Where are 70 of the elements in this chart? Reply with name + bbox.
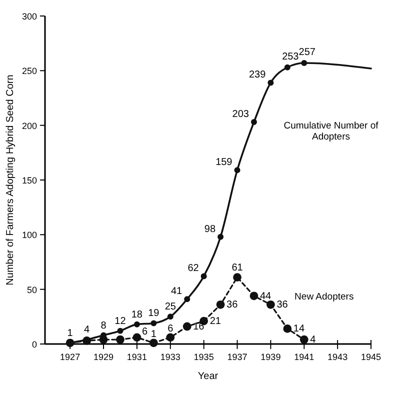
data-label: 62	[188, 263, 200, 274]
text: Cumulative Number of Adopters	[284, 120, 379, 142]
x-tick-label: 1945	[360, 352, 382, 362]
data-label: 18	[131, 309, 143, 320]
x-axis-title: Year	[198, 371, 219, 382]
data-label: 19	[148, 308, 160, 320]
point	[268, 80, 274, 86]
y-tick-label: 250	[22, 66, 37, 76]
data-label: 239	[249, 70, 266, 81]
data-label: 25	[164, 302, 176, 313]
data-label: 36	[276, 300, 288, 311]
data-label: 98	[204, 224, 216, 235]
point	[250, 119, 257, 126]
x-tick-label: 1937	[227, 352, 248, 362]
data-label: 6	[142, 326, 148, 338]
x-tick-label: 1933	[160, 352, 180, 362]
point	[283, 324, 292, 333]
point	[300, 335, 308, 344]
x-tick-label: 1941	[294, 352, 314, 362]
point	[200, 273, 207, 280]
data-label: 1	[67, 328, 74, 339]
data-label: 159	[216, 157, 233, 168]
x-tick-label: 1935	[194, 352, 214, 362]
point	[218, 234, 224, 240]
x-tick-label: 1929	[93, 352, 114, 362]
data-label: 36	[226, 300, 238, 311]
data-label: 14	[293, 324, 305, 335]
y-tick-label: 100	[22, 230, 37, 240]
data-label: 4	[310, 334, 316, 346]
point	[234, 167, 240, 174]
data-label: 257	[298, 47, 316, 58]
point	[150, 320, 157, 326]
point	[182, 322, 192, 331]
point	[250, 292, 258, 300]
x-tick-label: 1943	[328, 352, 348, 362]
data-label: 44	[260, 290, 272, 302]
y-axis-title: Number of Farmers Adopting Hybrid Seed Corn	[5, 74, 16, 286]
x-tick-label: 1927	[60, 352, 80, 362]
data-label: 61	[232, 262, 244, 274]
point	[233, 273, 242, 282]
point	[284, 64, 290, 70]
data-label: 41	[170, 286, 183, 298]
text: New Adopters	[294, 292, 354, 303]
point	[134, 321, 140, 328]
point	[166, 333, 175, 342]
point	[117, 328, 124, 334]
x-tick-label: 1931	[126, 352, 147, 362]
data-label: 16	[193, 322, 205, 333]
point	[266, 300, 275, 309]
point	[167, 314, 174, 320]
y-tick-label: 200	[22, 120, 37, 131]
data-label: 6	[168, 323, 174, 334]
data-label: 1	[150, 328, 157, 340]
y-tick-label: 50	[26, 284, 37, 295]
point	[149, 338, 158, 348]
data-label: 12	[114, 316, 126, 327]
point	[116, 335, 124, 344]
point	[184, 296, 190, 302]
x-tick-label: 1939	[260, 352, 281, 362]
y-tick-label: 150	[22, 176, 37, 186]
data-label: 8	[100, 320, 107, 332]
y-tick-label: 0	[32, 340, 37, 350]
data-label: 203	[232, 109, 250, 120]
y-tick-label: 300	[22, 12, 37, 22]
point	[216, 300, 225, 309]
point	[132, 333, 142, 342]
data-label: 21	[210, 316, 222, 328]
data-label: 253	[282, 51, 300, 62]
data-label: 4	[84, 324, 90, 336]
point	[301, 60, 308, 66]
